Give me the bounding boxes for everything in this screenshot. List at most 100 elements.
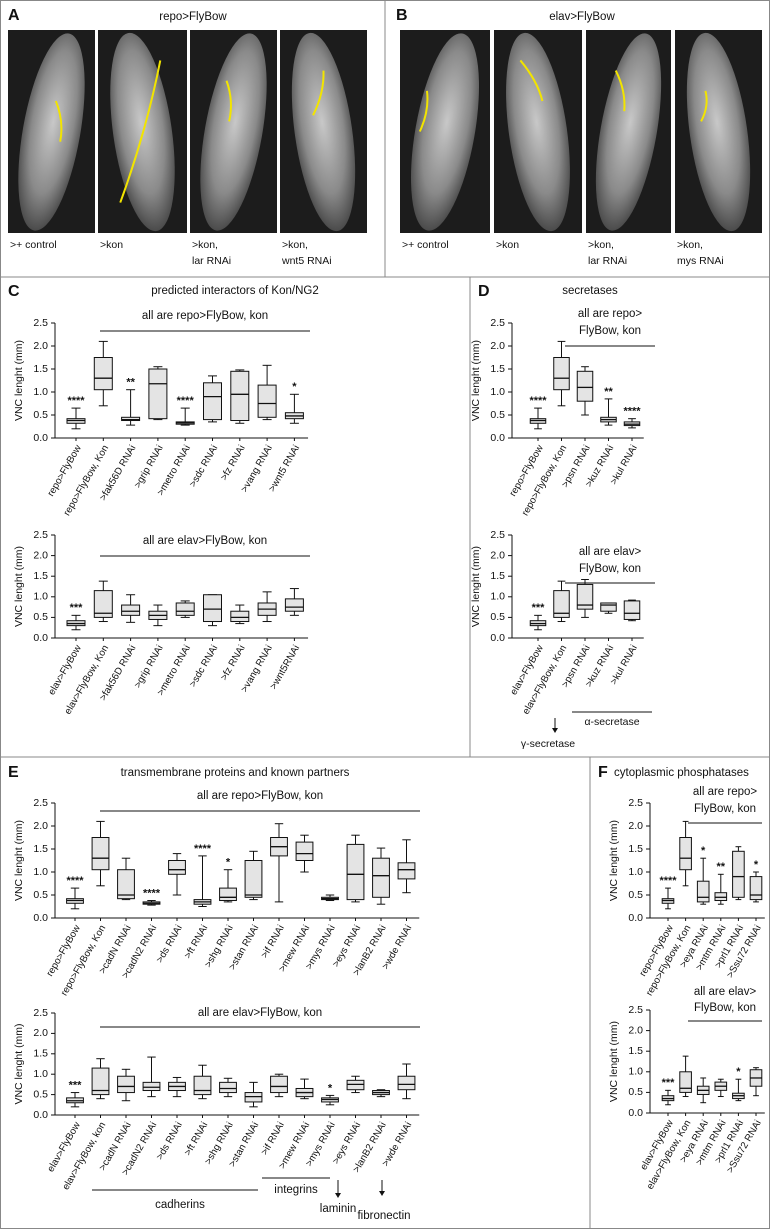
y-tick-label: 1.5 <box>33 363 48 375</box>
group-label: all are elav>FlyBow, kon <box>143 535 267 547</box>
y-tick-label: 2.0 <box>628 820 643 832</box>
box <box>121 604 141 616</box>
note: integrins <box>274 1184 318 1196</box>
y-tick-label: 1.0 <box>33 386 48 398</box>
note: cadherins <box>155 1199 205 1211</box>
group-label: all are repo>FlyBow, kon <box>142 310 268 322</box>
x-tick-label: >ds RNAi <box>154 1120 184 1162</box>
box <box>295 841 314 861</box>
larva <box>410 33 480 231</box>
significance: * <box>328 1082 333 1094</box>
y-tick-label: 0.0 <box>33 1109 48 1121</box>
image-label: wnt5 RNAi <box>281 255 332 267</box>
note: laminin <box>320 1203 356 1215</box>
image-label: >kon, <box>192 239 218 251</box>
panel-title: secretases <box>562 285 618 297</box>
y-axis-label: VNC lenght (mm) <box>13 820 25 901</box>
significance: **** <box>659 875 677 887</box>
box <box>148 368 168 420</box>
y-tick-label: 0.0 <box>628 912 643 924</box>
significance: **** <box>623 406 641 418</box>
note: γ-secretase <box>521 738 575 750</box>
x-tick-label: >if RNAi <box>259 923 287 960</box>
box <box>576 583 594 610</box>
panel-letter: A <box>8 7 20 24</box>
vnc-trace <box>519 59 544 102</box>
box <box>93 357 113 391</box>
box <box>117 869 135 900</box>
box <box>121 416 141 422</box>
significance: * <box>226 857 231 869</box>
y-tick-label: 0.0 <box>490 632 505 644</box>
box <box>203 594 222 623</box>
significance: **** <box>143 887 161 899</box>
y-tick-label: 0.5 <box>490 409 505 421</box>
image-label: lar RNAi <box>192 255 231 267</box>
box <box>397 1075 416 1091</box>
panel-letter: E <box>8 764 19 781</box>
panel-title: transmembrane proteins and known partner… <box>121 767 350 779</box>
y-tick-label: 1.5 <box>33 843 48 855</box>
x-tick-label: >ft RNAi <box>182 923 210 960</box>
larva <box>291 32 356 232</box>
box <box>397 862 416 880</box>
significance: *** <box>70 602 84 614</box>
significance: *** <box>662 1077 676 1089</box>
y-tick-label: 2.0 <box>33 549 48 561</box>
box <box>230 610 250 623</box>
box <box>257 384 277 418</box>
note: α-secretase <box>584 716 639 728</box>
vnc-trace <box>54 100 63 142</box>
box <box>270 1075 288 1094</box>
y-tick-label: 1.0 <box>33 866 48 878</box>
y-axis-label: VNC lenght (mm) <box>470 546 482 627</box>
y-tick-label: 2.5 <box>490 529 505 541</box>
box <box>91 1067 110 1096</box>
image-label: mys RNAi <box>677 255 724 267</box>
box <box>346 843 365 901</box>
image-label: lar RNAi <box>588 255 627 267</box>
box <box>193 1075 212 1096</box>
y-tick-label: 1.0 <box>33 1068 48 1080</box>
y-tick-label: 0.5 <box>628 1086 643 1098</box>
group-label: all are repo> <box>578 308 643 320</box>
arrow-head <box>552 728 558 733</box>
y-tick-label: 0.5 <box>33 889 48 901</box>
y-tick-label: 2.0 <box>490 549 505 561</box>
box <box>91 837 110 871</box>
y-tick-label: 0.5 <box>490 611 505 623</box>
box <box>244 860 263 898</box>
x-tick-label: >fz RNAi <box>219 643 248 682</box>
panel-title: repo>FlyBow <box>159 11 227 23</box>
image-label: >+ control <box>10 239 57 251</box>
panel-letter: B <box>396 7 408 24</box>
box <box>284 598 304 612</box>
box <box>175 602 195 616</box>
panel-title: elav>FlyBow <box>549 11 615 23</box>
significance: * <box>754 859 759 871</box>
box <box>168 860 186 875</box>
x-tick-label: >fz RNAi <box>219 443 248 482</box>
group-label: all are elav> <box>579 546 642 558</box>
larva <box>595 33 662 231</box>
box <box>679 837 692 871</box>
x-tick-label: >sdc RNAi <box>188 443 221 489</box>
image-label: >kon <box>496 239 519 251</box>
y-axis-label: VNC lenght (mm) <box>13 546 25 627</box>
y-tick-label: 2.0 <box>628 1024 643 1036</box>
box <box>230 370 250 422</box>
vnc-trace <box>312 70 325 116</box>
x-tick-label: >if RNAi <box>259 1120 287 1157</box>
arrow-head <box>335 1193 341 1198</box>
vnc-trace <box>418 90 429 132</box>
x-tick-label: >ft RNAi <box>182 1120 210 1157</box>
significance: ** <box>126 377 135 389</box>
y-tick-label: 0.0 <box>490 432 505 444</box>
y-tick-label: 2.5 <box>33 1007 48 1019</box>
box <box>714 892 728 902</box>
group-label: all are elav>FlyBow, kon <box>198 1007 322 1019</box>
y-tick-label: 1.0 <box>490 591 505 603</box>
y-tick-label: 1.5 <box>33 570 48 582</box>
box <box>696 880 710 903</box>
y-tick-label: 0.0 <box>628 1107 643 1119</box>
